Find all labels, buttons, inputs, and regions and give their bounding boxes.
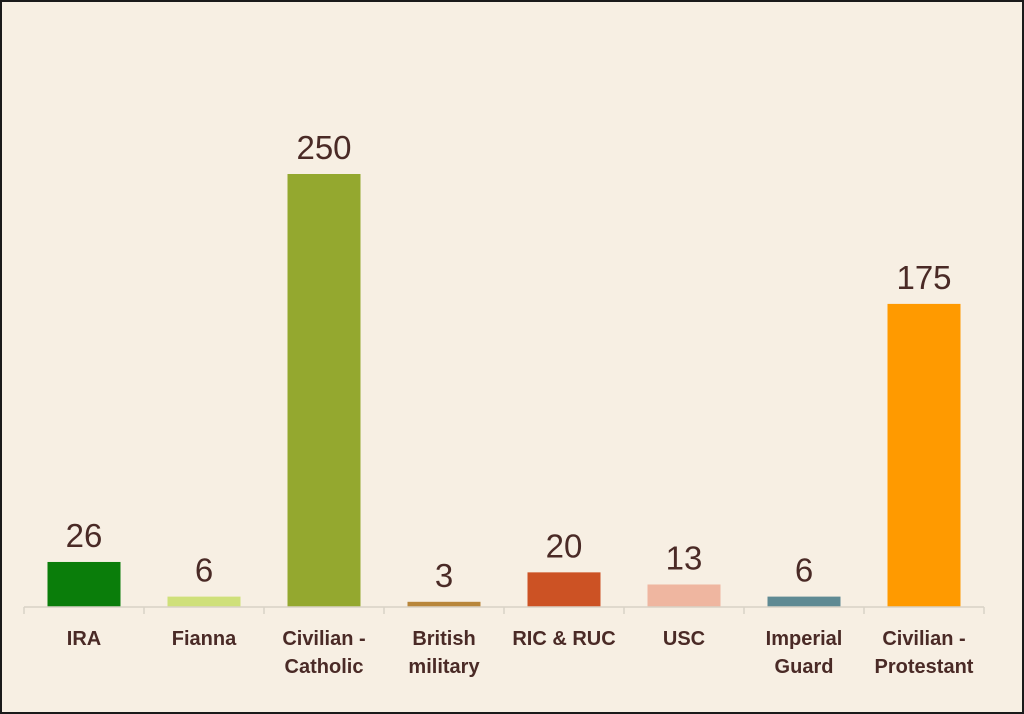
bar bbox=[527, 572, 601, 607]
bars-group bbox=[47, 174, 961, 607]
bar bbox=[407, 601, 481, 607]
category-tick-label-line: Catholic bbox=[285, 656, 364, 678]
bar bbox=[167, 596, 241, 607]
bar bbox=[47, 561, 121, 607]
category-tick-label-line: military bbox=[408, 656, 480, 678]
category-tick-label-line: IRA bbox=[67, 628, 101, 650]
category-tick-label-line: RIC & RUC bbox=[512, 628, 615, 650]
category-tick-label-line: Civilian - bbox=[882, 628, 965, 650]
category-tick-label-line: Imperial bbox=[766, 628, 843, 650]
bar-value-label: 26 bbox=[66, 517, 103, 554]
category-tick-label: RIC & RUC bbox=[512, 628, 615, 650]
value-labels-group: 26 6 250 3 20 13 6 175 bbox=[66, 129, 952, 594]
category-tick-label: USC bbox=[663, 628, 705, 650]
bar bbox=[287, 174, 361, 607]
axis-ticks-group bbox=[23, 607, 985, 614]
bar bbox=[887, 303, 961, 607]
category-tick-label: Imperial Guard bbox=[766, 628, 843, 678]
bar-value-label: 6 bbox=[795, 552, 813, 589]
category-tick-label-line: British bbox=[412, 628, 475, 650]
category-tick-label-line: Fianna bbox=[172, 628, 237, 650]
category-labels-group: IRA Fianna Civilian - Catholic British milita… bbox=[67, 628, 974, 678]
category-tick-label: IRA bbox=[67, 628, 101, 650]
category-tick-label: Fianna bbox=[172, 628, 237, 650]
category-tick-label-line: Protestant bbox=[875, 656, 974, 678]
bar-value-label: 3 bbox=[435, 557, 453, 594]
bar bbox=[767, 596, 841, 607]
category-tick-label-line: Guard bbox=[775, 656, 834, 678]
category-tick-label: Civilian - Protestant bbox=[875, 628, 974, 678]
bar-value-label: 13 bbox=[666, 539, 703, 576]
bar-value-label: 175 bbox=[896, 259, 951, 296]
category-tick-label: British military bbox=[408, 628, 480, 678]
category-tick-label: Civilian - Catholic bbox=[282, 628, 365, 678]
bar bbox=[647, 584, 721, 607]
bar-value-label: 6 bbox=[195, 552, 213, 589]
category-tick-label-line: Civilian - bbox=[282, 628, 365, 650]
bar-value-label: 250 bbox=[296, 129, 351, 166]
bar-value-label: 20 bbox=[546, 527, 583, 564]
category-tick-label-line: USC bbox=[663, 628, 705, 650]
